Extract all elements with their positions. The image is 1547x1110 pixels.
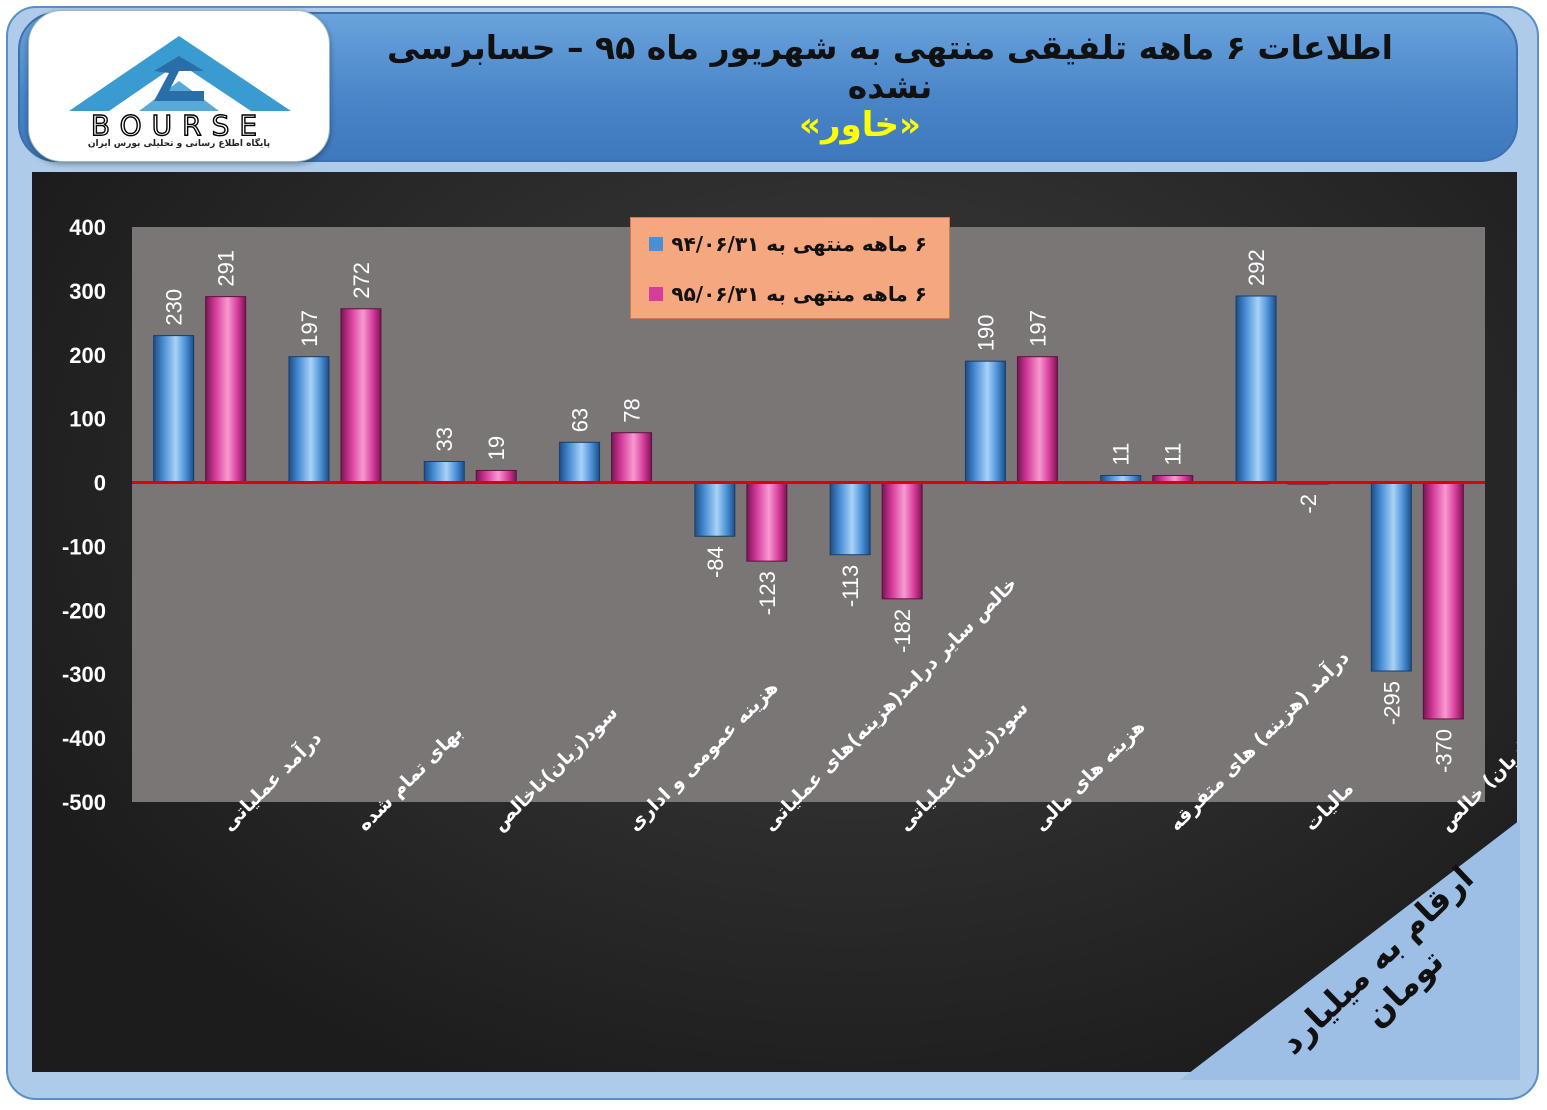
data-label-2-10: -370 [1431, 729, 1456, 773]
data-label-1-8: 11 [1109, 443, 1134, 466]
data-label-2-3: 19 [484, 436, 509, 460]
legend-label-series1: ۶ ماهه منتهی به ۹۴/۰۶/۳۱ [671, 232, 927, 256]
bar-2-4 [611, 432, 653, 484]
bar-1-6 [829, 482, 871, 556]
bar-2-1 [205, 296, 247, 484]
y-tick-label: -300 [62, 662, 106, 687]
data-label-2-9: -2 [1296, 494, 1321, 514]
logo-graphic: BOURSE [69, 36, 291, 143]
bar-2-5 [746, 482, 788, 562]
bar-2-10 [1422, 482, 1464, 720]
logo-wordmark: BOURSE [91, 109, 267, 142]
company-name: «خاور» [799, 105, 921, 145]
data-label-2-6: -182 [890, 609, 915, 653]
data-label-2-8: 11 [1161, 443, 1186, 466]
data-label-1-6: -113 [838, 565, 863, 607]
legend-swatch-series1 [649, 237, 664, 251]
bar-2-3 [475, 469, 517, 484]
chart-area: 400 300 200 100 0 -100 -200 -300 -400 -500 230 197 3… [32, 172, 1517, 1072]
data-label-2-4: 78 [620, 398, 645, 422]
bar-2-2 [340, 308, 382, 484]
bar-1-4 [559, 441, 601, 484]
bar-2-6 [881, 482, 923, 600]
page-title: اطلاعات ۶ ماهه تلفیقی منتهی به شهریور ما… [387, 28, 1393, 106]
data-label-1-9: 292 [1244, 249, 1269, 286]
data-label-1-4: 63 [568, 408, 593, 432]
y-tick-label: -400 [62, 726, 106, 751]
data-label-1-5: -84 [703, 546, 728, 578]
data-label-2-2: 272 [349, 262, 374, 299]
bar-1-1 [153, 335, 195, 484]
y-tick-label: 300 [69, 279, 106, 304]
legend: ۶ ماهه منتهی به ۹۴/۰۶/۳۱ ۶ ماهه منتهی به… [630, 217, 950, 319]
y-tick-label: -100 [62, 534, 106, 559]
logo: BOURSE پایگاه اطلاع رسانی و تحلیلی بورس … [28, 10, 330, 162]
logo-caption: پایگاه اطلاع رسانی و تحلیلی بورس ایران [87, 139, 271, 149]
bar-1-7 [964, 360, 1006, 484]
legend-item-series1: ۶ ماهه منتهی به ۹۴/۰۶/۳۱ [649, 232, 927, 256]
bar-1-10 [1370, 482, 1412, 672]
data-label-2-1: 291 [214, 250, 239, 287]
bar-1-5 [694, 482, 736, 537]
bar-chart: 400 300 200 100 0 -100 -200 -300 -400 -500 230 197 3… [62, 215, 1517, 836]
bar-1-9 [1235, 295, 1277, 484]
data-label-1-1: 230 [162, 289, 187, 326]
data-label-1-10: -295 [1379, 681, 1404, 725]
data-label-1-7: 190 [973, 314, 998, 351]
y-tick-label: 200 [69, 343, 106, 368]
y-tick-label: 400 [69, 215, 106, 240]
bar-1-3 [423, 460, 465, 484]
y-tick-label: 100 [69, 407, 106, 432]
legend-item-series2: ۶ ماهه منتهی به ۹۵/۰۶/۳۱ [649, 282, 927, 306]
legend-label-series2: ۶ ماهه منتهی به ۹۵/۰۶/۳۱ [671, 282, 927, 306]
data-label-2-7: 197 [1025, 310, 1050, 347]
y-tick-label: 0 [94, 471, 106, 496]
data-label-2-5: -123 [755, 571, 780, 615]
data-label-1-3: 33 [432, 427, 457, 451]
data-label-1-2: 197 [297, 310, 322, 347]
bar-1-2 [288, 356, 330, 484]
legend-swatch-series2 [649, 287, 664, 301]
bar-2-7 [1016, 356, 1058, 484]
y-tick-label: -500 [62, 790, 106, 815]
y-tick-label: -200 [62, 598, 106, 623]
